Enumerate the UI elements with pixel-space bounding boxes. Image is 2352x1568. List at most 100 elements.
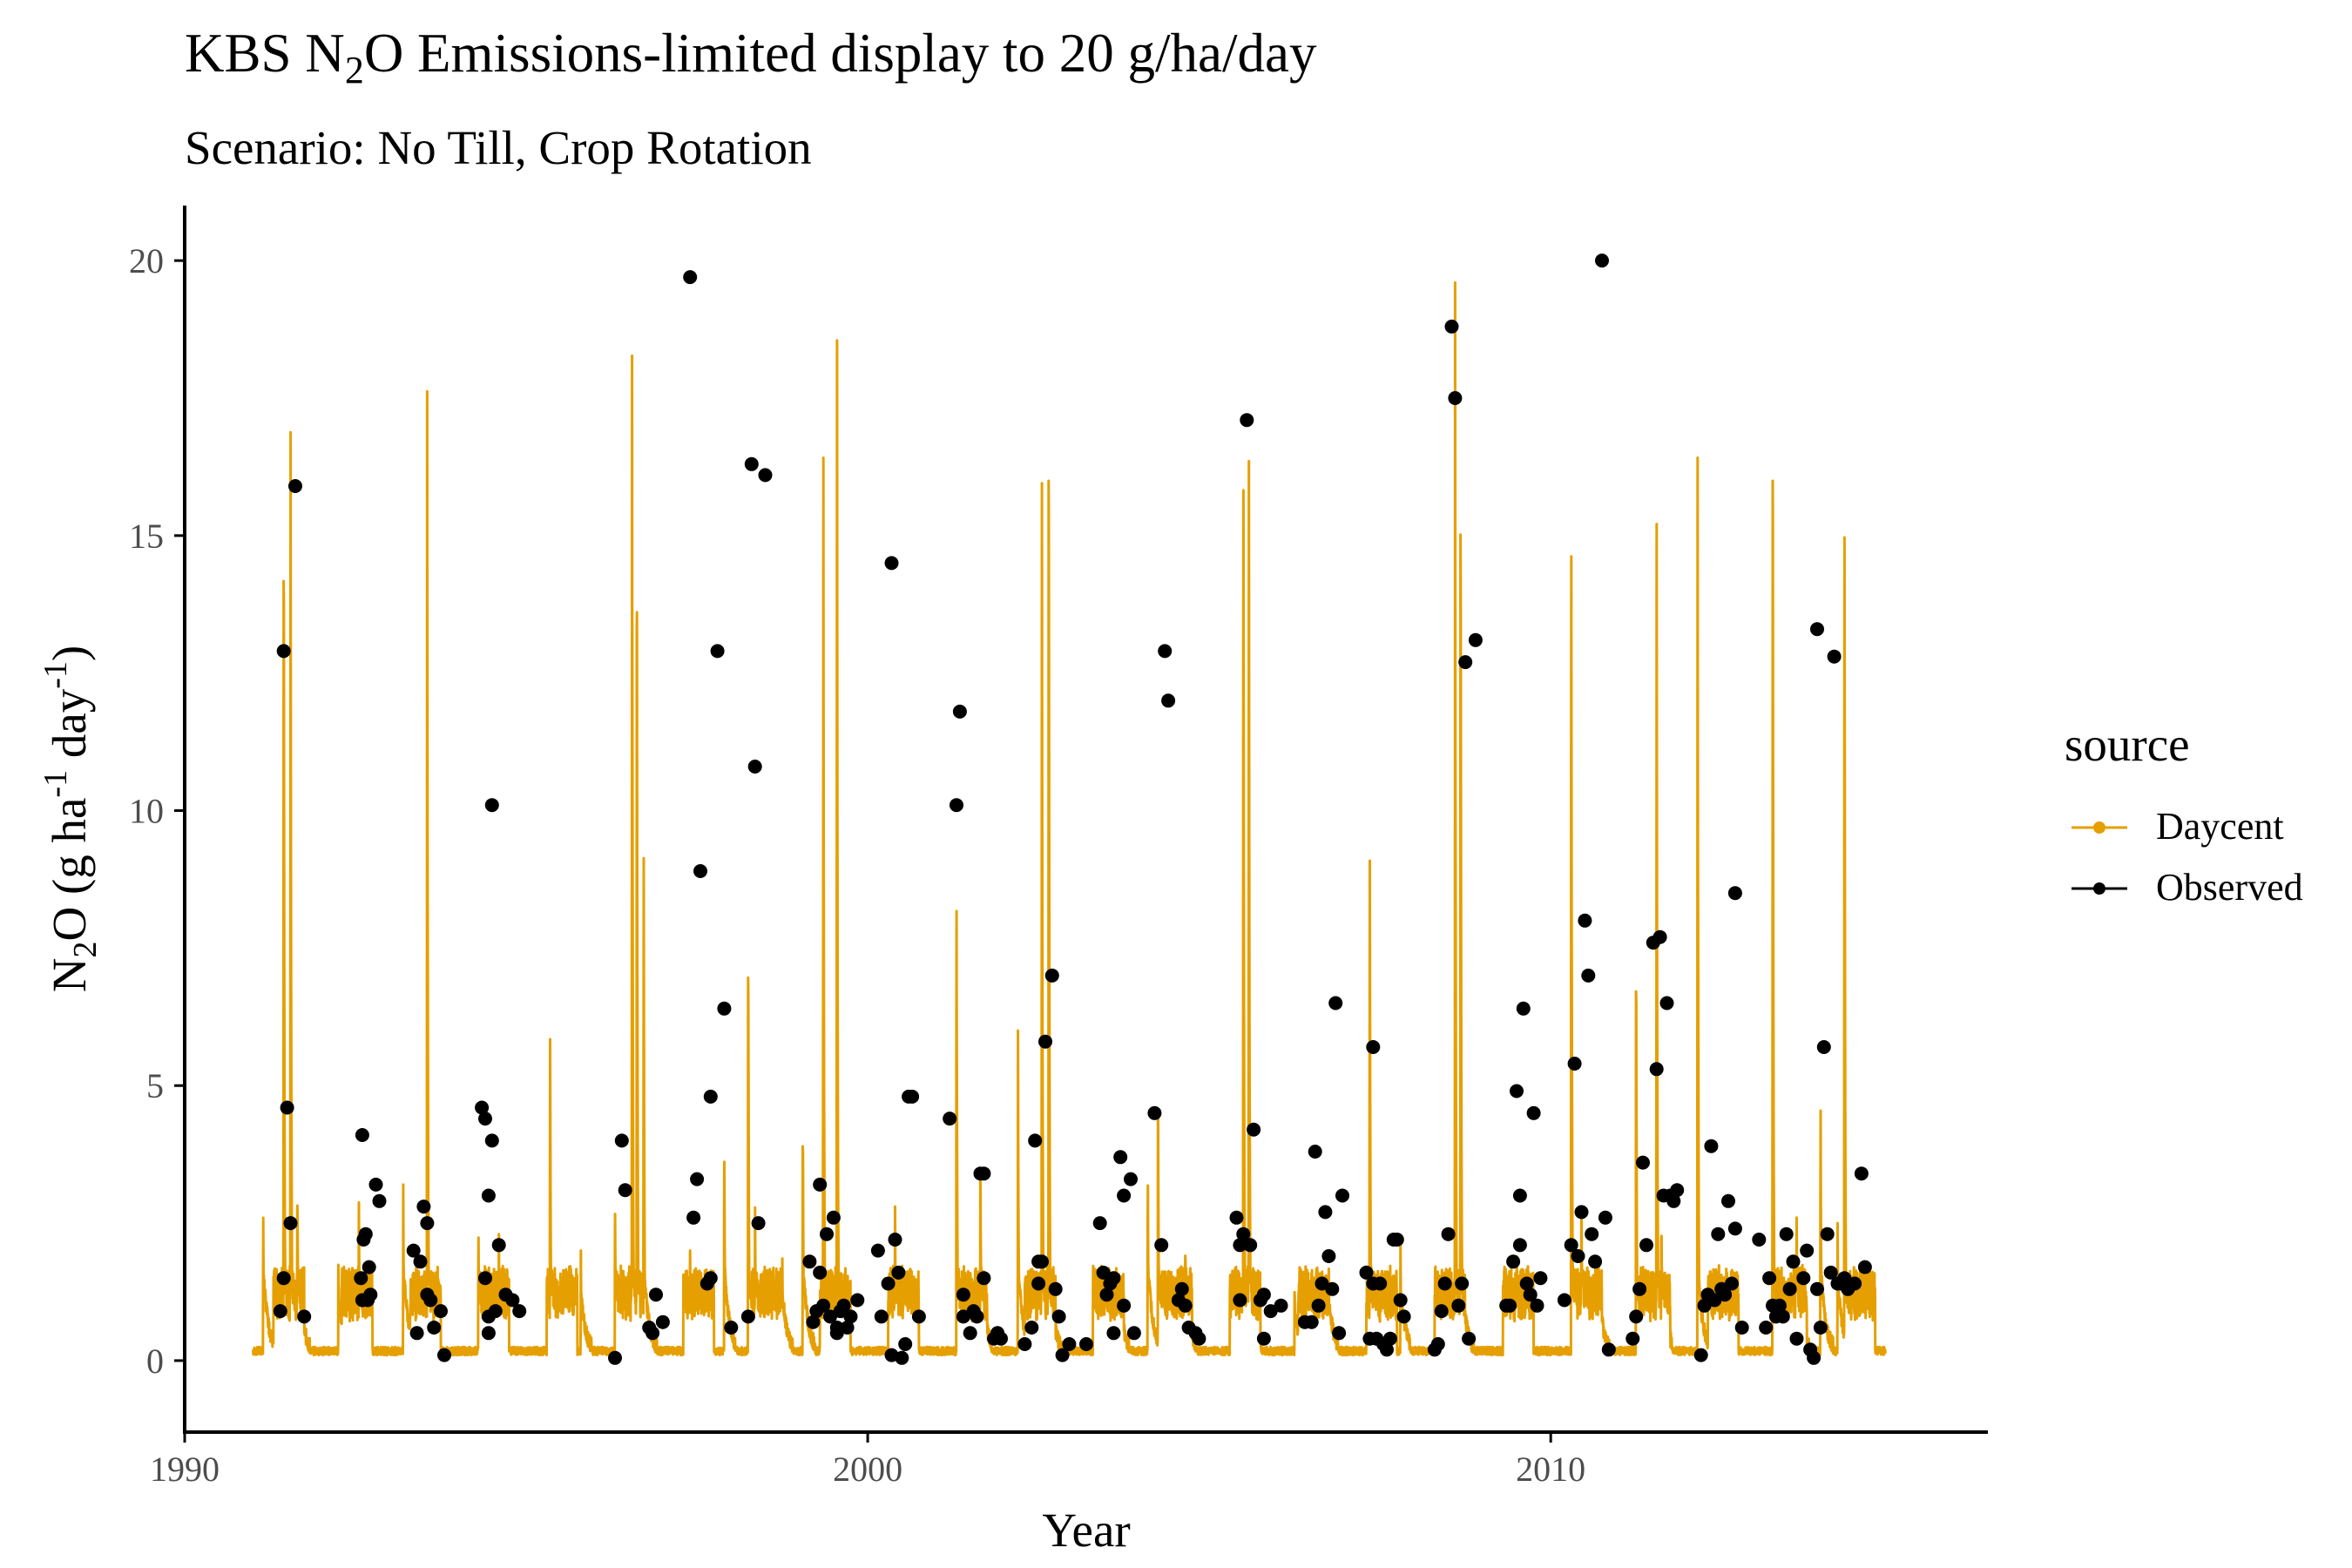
legend-daycent-label: Daycent (2156, 805, 2284, 848)
legend-item-observed: Observed (2072, 866, 2303, 909)
observed-point (1396, 1309, 1411, 1324)
chart-title-part: O Emissions-limited display to 20 g/ha/d… (364, 23, 1317, 84)
legend-item-daycent: Daycent (2072, 805, 2284, 848)
observed-point (1256, 1288, 1271, 1302)
observed-point (1332, 1326, 1347, 1341)
observed-point (888, 1233, 902, 1247)
observed-point (1639, 1238, 1653, 1253)
observed-point (1557, 1293, 1571, 1308)
legend-title: source (2065, 718, 2190, 771)
observed-point (1192, 1331, 1206, 1346)
observed-point (1854, 1166, 1869, 1181)
observed-point (1636, 1155, 1650, 1170)
observed-point (1571, 1249, 1585, 1263)
observed-point (802, 1254, 817, 1269)
observed-point (1335, 1188, 1349, 1203)
observed-point (1601, 1342, 1616, 1357)
chart-title: KBS N2O Emissions-limited display to 20 … (185, 23, 1317, 91)
observed-point (683, 270, 698, 285)
observed-point (1233, 1238, 1247, 1253)
observed-point (1725, 1276, 1739, 1291)
chart-title-sub: 2 (345, 49, 364, 91)
observed-point (276, 644, 291, 659)
observed-point (1451, 1298, 1466, 1313)
observed-point (437, 1348, 451, 1362)
y-label-part: day (43, 688, 96, 770)
observed-point (1117, 1298, 1132, 1313)
y-tick-label: 15 (129, 517, 164, 556)
observed-point (481, 1188, 496, 1203)
observed-point (1240, 413, 1254, 428)
observed-point (355, 1128, 369, 1142)
observed-point (977, 1271, 991, 1286)
observed-point (1161, 693, 1176, 708)
observed-point (703, 1271, 718, 1286)
observed-point (505, 1293, 520, 1308)
observed-point (1311, 1298, 1326, 1313)
observed-point (1779, 1227, 1794, 1241)
observed-point (614, 1133, 629, 1148)
observed-point (1666, 1193, 1681, 1208)
observed-point (905, 1089, 920, 1104)
observed-point (1315, 1276, 1329, 1291)
y-tick-label: 0 (146, 1342, 164, 1381)
observed-point (273, 1304, 287, 1319)
observed-point (1092, 1216, 1107, 1231)
observed-point (1810, 622, 1824, 637)
observed-point (881, 1276, 896, 1291)
observed-point (1434, 1304, 1449, 1319)
observed-point (977, 1166, 991, 1181)
observed-point (1154, 1238, 1169, 1253)
observed-point (1734, 1321, 1749, 1335)
observed-point (1848, 1276, 1862, 1291)
observed-point (1810, 1281, 1824, 1296)
observed-point (1044, 968, 1059, 983)
observed-point (1670, 1183, 1685, 1198)
observed-point (406, 1243, 421, 1258)
observed-series-points (273, 253, 1872, 1365)
observed-point (717, 1001, 732, 1016)
observed-point (703, 1089, 718, 1104)
observed-point (409, 1326, 424, 1341)
observed-point (618, 1183, 632, 1198)
y-label-sub: 2 (67, 942, 104, 958)
observed-point (1816, 1040, 1831, 1054)
observed-point (987, 1331, 1002, 1346)
observed-point (1256, 1331, 1271, 1346)
observed-point (1800, 1243, 1815, 1258)
y-axis-ticks: 0 5 10 15 20 (129, 241, 185, 1381)
observed-point (1823, 1265, 1838, 1280)
observed-point (354, 1271, 368, 1286)
observed-point (1530, 1298, 1544, 1313)
observed-point (1229, 1210, 1244, 1225)
x-tick-label: 2010 (1516, 1450, 1585, 1489)
observed-point (423, 1293, 438, 1308)
x-axis-ticks: 1990 2000 2010 (150, 1432, 1585, 1489)
observed-point (481, 1326, 496, 1341)
observed-point (1837, 1271, 1852, 1286)
observed-point (297, 1309, 312, 1324)
observed-point (1510, 1084, 1524, 1098)
observed-point (898, 1337, 913, 1351)
observed-point (1857, 1260, 1872, 1274)
observed-point (1444, 319, 1459, 334)
observed-point (358, 1227, 373, 1241)
observed-point (1233, 1293, 1247, 1308)
observed-point (943, 1112, 957, 1126)
observed-point (1775, 1309, 1790, 1324)
observed-point (1099, 1288, 1114, 1302)
observed-point (1516, 1001, 1531, 1016)
observed-point (484, 1133, 499, 1148)
observed-point (1113, 1150, 1128, 1165)
observed-point (416, 1200, 431, 1214)
observed-point (372, 1193, 387, 1208)
observed-point (1373, 1276, 1388, 1291)
x-tick-label: 1990 (150, 1450, 220, 1489)
observed-point (1789, 1331, 1804, 1346)
observed-point (1820, 1227, 1835, 1241)
observed-point (1649, 1062, 1664, 1077)
legend: source Daycent Observed (2065, 718, 2303, 909)
observed-point (884, 1348, 899, 1362)
observed-point (420, 1216, 435, 1231)
